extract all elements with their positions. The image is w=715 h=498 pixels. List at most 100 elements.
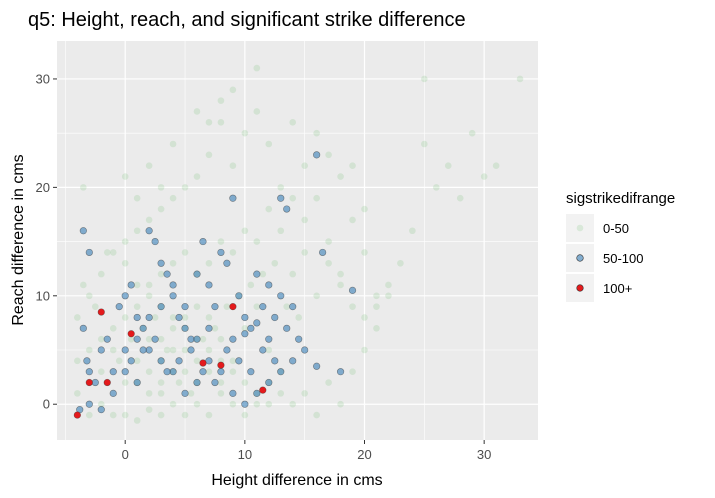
panel-background — [57, 41, 538, 440]
data-point-50-100 — [97, 346, 105, 354]
data-point-0-50 — [169, 325, 177, 332]
data-point-0-50 — [205, 314, 213, 321]
data-point-0-50 — [301, 162, 308, 169]
data-point-0-50 — [157, 379, 165, 386]
legend-entries: 0-50 50-100 100+ — [566, 214, 643, 302]
data-point-50-100 — [139, 346, 147, 354]
data-point-50-100 — [223, 346, 231, 354]
data-point-50-100 — [121, 368, 129, 376]
y-tick-label: 0 — [43, 397, 50, 412]
data-point-50-100 — [193, 335, 201, 343]
data-points — [73, 64, 524, 424]
data-point-0-50 — [121, 238, 129, 245]
data-point-50-100 — [265, 335, 273, 343]
data-point-0-50 — [211, 325, 219, 332]
data-point-50-100 — [235, 357, 243, 365]
data-point-50-100 — [235, 292, 243, 300]
data-point-0-50 — [480, 173, 488, 180]
data-point-50-100 — [348, 286, 357, 294]
data-point-0-50 — [229, 357, 237, 365]
data-point-50-100 — [253, 319, 261, 327]
legend: sigstrikedifrange 0-50 50-100 100+ — [566, 190, 675, 302]
data-point-0-50 — [265, 346, 273, 354]
data-point-0-50 — [193, 173, 201, 180]
data-point-50-100 — [277, 194, 285, 202]
data-point-0-50 — [193, 108, 201, 115]
legend-label: 0-50 — [603, 221, 629, 236]
data-point-50-100 — [145, 313, 153, 322]
data-point-0-50 — [289, 119, 297, 126]
data-point-0-50 — [175, 379, 183, 386]
data-point-50-100 — [265, 281, 273, 289]
grid-minor — [57, 41, 538, 440]
data-point-0-50 — [97, 335, 105, 343]
data-point-0-50 — [181, 411, 189, 419]
data-point-0-50 — [109, 249, 117, 256]
data-point-0-50 — [205, 151, 213, 159]
data-point-0-50 — [157, 390, 165, 397]
data-point-50-100 — [277, 292, 285, 300]
data-point-0-50 — [409, 227, 416, 235]
data-point-0-50 — [205, 259, 213, 267]
data-point-0-50 — [181, 346, 189, 354]
data-point-0-50 — [205, 346, 213, 354]
data-point-50-100 — [151, 237, 159, 246]
data-point-0-50 — [199, 335, 207, 343]
data-point-50-100 — [187, 346, 195, 354]
data-point-50-100 — [181, 303, 189, 311]
data-point-50-100 — [193, 270, 201, 278]
data-point-0-50 — [133, 281, 141, 289]
data-point-100+ — [127, 330, 135, 338]
data-point-50-100 — [121, 292, 129, 300]
data-point-50-100 — [277, 368, 285, 376]
data-point-50-100 — [163, 368, 171, 376]
data-point-0-50 — [241, 379, 249, 386]
legend-label: 100+ — [603, 281, 632, 296]
data-point-0-50 — [169, 140, 177, 148]
data-point-0-50 — [421, 140, 428, 148]
data-point-0-50 — [313, 292, 320, 300]
data-point-50-100 — [169, 368, 177, 376]
data-point-50-100 — [175, 357, 183, 365]
data-point-0-50 — [253, 400, 261, 408]
data-point-0-50 — [301, 249, 308, 256]
data-point-0-50 — [145, 281, 153, 289]
data-point-50-100 — [109, 389, 117, 397]
data-point-50-100 — [103, 335, 111, 343]
data-point-0-50 — [277, 184, 285, 191]
data-point-50-100 — [85, 368, 93, 376]
data-point-0-50 — [157, 335, 165, 343]
data-point-0-50 — [217, 335, 225, 343]
data-point-50-100 — [151, 335, 159, 343]
data-point-0-50 — [325, 151, 332, 159]
data-point-50-100 — [133, 313, 141, 322]
data-point-0-50 — [187, 390, 195, 397]
data-point-50-100 — [241, 400, 249, 408]
data-point-0-50 — [86, 346, 93, 354]
data-point-50-100 — [211, 303, 219, 311]
data-point-0-50 — [133, 303, 141, 310]
data-point-0-50 — [373, 325, 380, 332]
data-point-50-100 — [265, 378, 273, 387]
data-point-0-50 — [313, 129, 320, 137]
data-point-50-100 — [289, 357, 297, 365]
data-point-0-50 — [361, 249, 368, 256]
data-point-0-50 — [253, 238, 261, 245]
legend-key-point-100+ — [576, 284, 584, 292]
data-point-0-50 — [86, 292, 93, 300]
data-point-0-50 — [97, 368, 105, 375]
data-point-0-50 — [145, 216, 153, 224]
data-point-0-50 — [241, 325, 249, 332]
data-point-0-50 — [277, 390, 285, 397]
data-point-0-50 — [121, 259, 129, 267]
data-point-50-100 — [145, 227, 153, 235]
data-point-0-50 — [86, 411, 93, 419]
data-point-0-50 — [97, 270, 105, 278]
data-point-0-50 — [337, 400, 344, 408]
data-point-0-50 — [337, 281, 344, 289]
data-point-50-100 — [169, 292, 177, 300]
data-point-50-100 — [205, 357, 213, 365]
data-point-50-100 — [271, 357, 279, 365]
data-point-0-50 — [397, 259, 404, 267]
